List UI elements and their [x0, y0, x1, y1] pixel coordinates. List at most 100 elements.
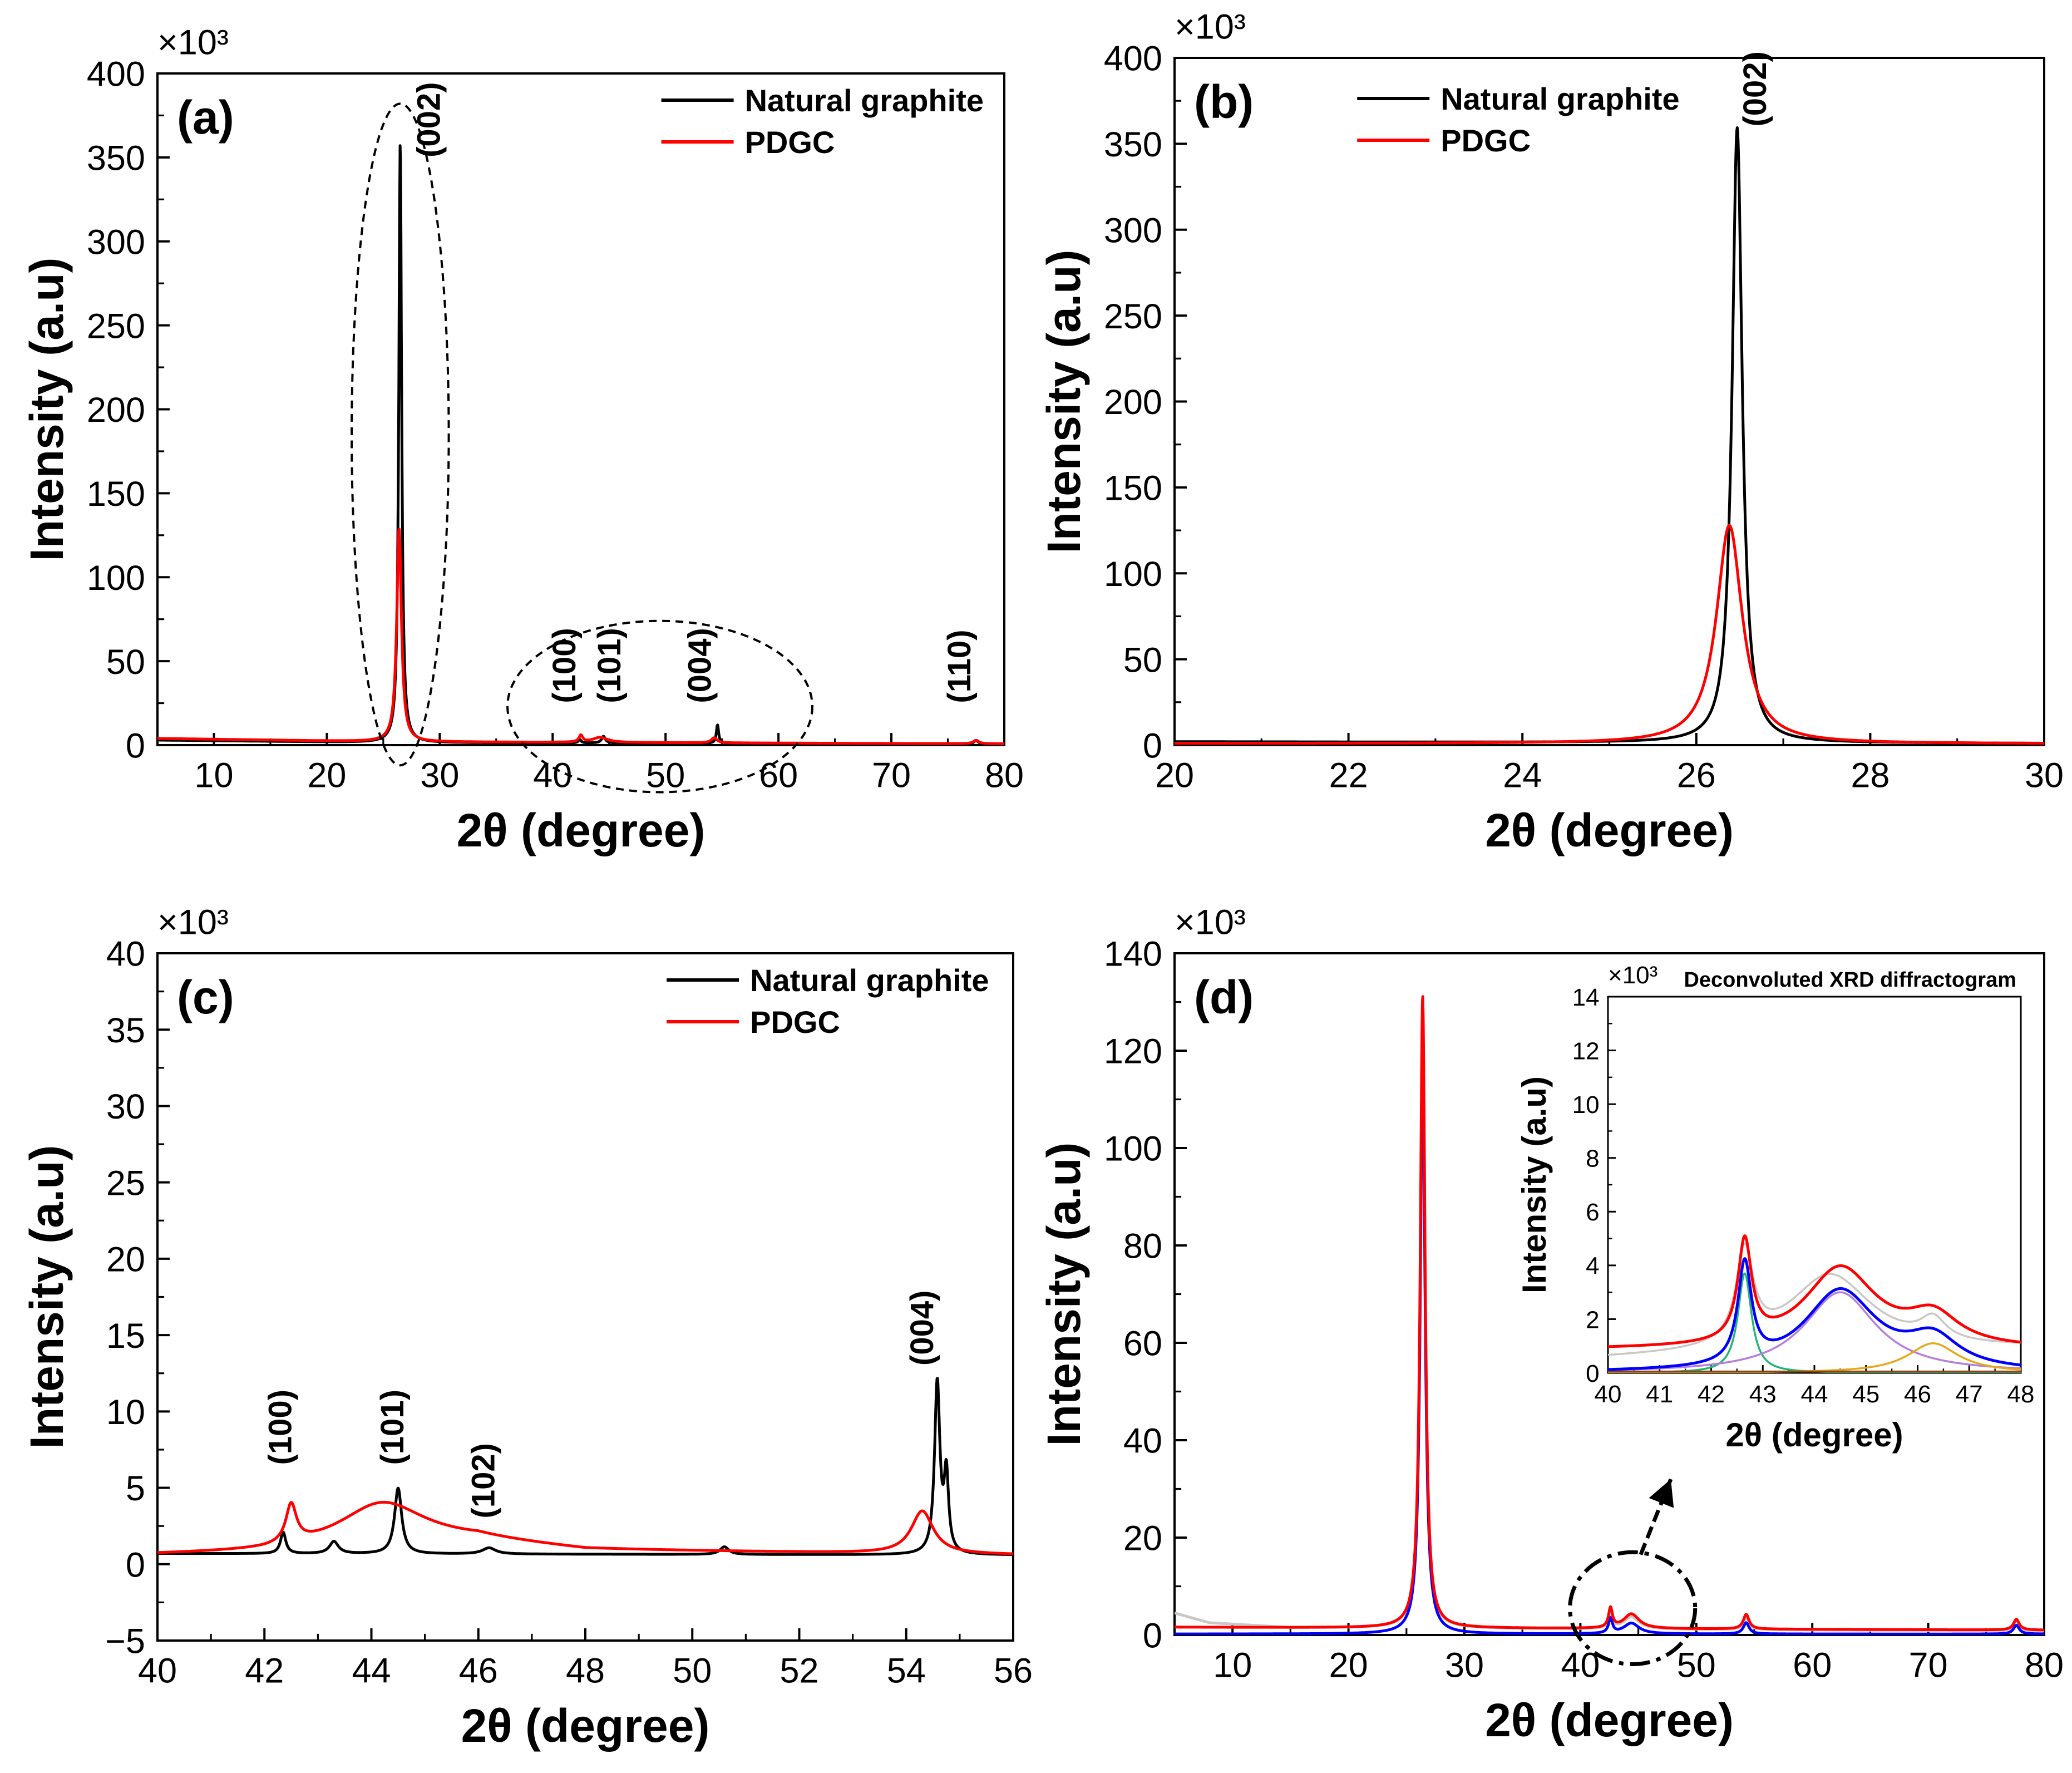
- panel-d-y-tick-label: 140: [1104, 935, 1162, 974]
- panel-b-legend-label-1: PDGC: [1440, 123, 1531, 158]
- panel-c-y-axis-title: Intensity (a.u): [21, 1145, 73, 1449]
- panel-a-y-axis-title: Intensity (a.u): [21, 257, 73, 561]
- panel-b-y-tick-label: 300: [1104, 211, 1162, 250]
- panel-a-peak-label: (002): [411, 82, 447, 157]
- inset-series-raw: [1608, 1242, 2021, 1356]
- inset-y-axis-title: Intensity (a.u): [1516, 1076, 1553, 1293]
- panel-b-x-tick-label: 24: [1503, 756, 1542, 795]
- panel-c-y-tick-label: 35: [106, 1011, 145, 1050]
- panel-d-zoom-arrowhead: [1649, 1479, 1674, 1508]
- panel-c-x-tick-label: 50: [673, 1652, 712, 1691]
- panel-d-plot-area: [1175, 995, 2044, 1635]
- panel-d-y-tick-label: 100: [1104, 1130, 1162, 1169]
- panel-b-series-natural-graphite: [1175, 126, 2044, 745]
- panel-c-legend-label-0: Natural graphite: [750, 963, 989, 998]
- panel-d-x-tick-label: 60: [1793, 1646, 1832, 1685]
- panel-b-y-tick-label: 200: [1104, 383, 1162, 422]
- panel-b-y-axis-title: Intensity (a.u): [1038, 249, 1090, 553]
- panel-a-x-tick-label: 70: [872, 756, 911, 795]
- panel-c-multiplier: ×10³: [157, 903, 229, 942]
- inset-x-tick-label: 41: [1646, 1381, 1673, 1408]
- panel-a-x-tick-label: 30: [420, 756, 459, 795]
- panel-c-x-tick-label: 44: [352, 1652, 391, 1691]
- panel-a-y-tick-label: 100: [87, 559, 145, 598]
- panel-b-frame: [1173, 57, 2045, 746]
- panel-c-y-tick-label: 5: [126, 1469, 145, 1508]
- panel-b-y-tick-label: 100: [1104, 555, 1162, 594]
- panel-a-peak-label: (101): [591, 628, 628, 703]
- panel-d-series-pdgc: [1175, 995, 2044, 1632]
- inset-series-pdgc: [1608, 1234, 2021, 1348]
- panel-c-label: (c): [177, 971, 234, 1023]
- panel-c-x-tick-label: 40: [138, 1652, 177, 1691]
- panel-b-label: (b): [1194, 76, 1254, 128]
- panel-a-y-tick-label: 0: [126, 727, 145, 766]
- panel-d-y-tick-label: 120: [1104, 1032, 1162, 1071]
- panel-b-x-tick-label: 30: [2025, 756, 2064, 795]
- panel-a-x-tick-label: 60: [759, 756, 798, 795]
- inset-x-tick-label: 44: [1801, 1381, 1828, 1408]
- inset-plot-area: [1608, 1234, 2021, 1373]
- panel-d-series-fit-total: [1175, 1059, 2044, 1635]
- panel-b-legend-label-0: Natural graphite: [1440, 81, 1679, 116]
- inset-series-fit-total: [1608, 1257, 2021, 1371]
- panel-a-y-tick-label: 400: [87, 55, 145, 94]
- panel-c-series-natural-graphite: [157, 1377, 1013, 1556]
- panel-c-y-tick-label: 25: [106, 1164, 145, 1203]
- panel-c-plot-area: [157, 1377, 1013, 1556]
- panel-d-y-tick-label: 80: [1123, 1227, 1162, 1266]
- inset-x-axis-title: 2θ (degree): [1725, 1416, 1903, 1454]
- panel-b-x-axis-title: 2θ (degree): [1485, 804, 1734, 856]
- panel-b-x-tick-label: 20: [1155, 756, 1194, 795]
- panel-c-x-axis-title: 2θ (degree): [461, 1700, 710, 1752]
- panel-a-frame: [156, 72, 1005, 746]
- panel-a-y-tick-label: 350: [87, 139, 145, 178]
- panel-c-peak-label: (102): [466, 1443, 502, 1518]
- inset-y-tick-label: 2: [1586, 1306, 1599, 1333]
- panel-d-zoom-arrow: [1639, 1478, 1673, 1555]
- panel-d-x-tick-label: 20: [1329, 1646, 1368, 1685]
- inset-x-tick-label: 43: [1749, 1381, 1777, 1408]
- panel-d-x-tick-label: 30: [1445, 1646, 1484, 1685]
- panel-b-x-tick-label: 26: [1677, 756, 1716, 795]
- panel-a-x-tick-label: 40: [533, 756, 572, 795]
- panel-c-x-tick-label: 42: [245, 1652, 284, 1691]
- panel-c-legend-label-1: PDGC: [750, 1004, 840, 1040]
- inset-x-tick-label: 46: [1904, 1381, 1931, 1408]
- inset-multiplier: ×10³: [1608, 962, 1657, 989]
- panel-a-y-tick-label: 250: [87, 307, 145, 346]
- inset-y-tick-label: 6: [1586, 1199, 1599, 1226]
- inset-y-tick-label: 10: [1572, 1091, 1600, 1119]
- panel-a-x-tick-label: 20: [307, 756, 346, 795]
- panel-b-y-tick-label: 150: [1104, 469, 1162, 508]
- panel-c-series-pdgc: [157, 1500, 1013, 1555]
- inset-x-tick-label: 45: [1852, 1381, 1879, 1408]
- panel-c-x-tick-label: 56: [994, 1652, 1033, 1691]
- panel-d-frame: [1173, 952, 2045, 1636]
- panel-d-x-tick-label: 80: [2025, 1646, 2064, 1685]
- panel-a-y-tick-label: 200: [87, 391, 145, 430]
- panel-a-multiplier: ×10³: [157, 23, 229, 62]
- inset-series-peak-2: [1608, 1291, 2021, 1371]
- panel-b-y-tick-label: 50: [1123, 641, 1162, 679]
- panel-d-y-axis-title: Intensity (a.u): [1038, 1142, 1090, 1446]
- panel-a-highlight-ellipse: [506, 619, 814, 794]
- panel-a-label: (a): [177, 91, 234, 144]
- panel-d-x-tick-label: 40: [1561, 1646, 1600, 1685]
- inset-y-tick-label: 0: [1586, 1360, 1599, 1387]
- panel-d-y-tick-label: 20: [1123, 1519, 1162, 1558]
- panel-c-y-tick-label: 10: [106, 1393, 145, 1432]
- panel-a-highlight-ellipse: [351, 102, 450, 767]
- panel-c-peak-label: (101): [374, 1390, 411, 1465]
- panel-a-y-tick-label: 300: [87, 223, 145, 262]
- panel-d-label: (d): [1194, 971, 1254, 1023]
- panel-a: 10 20 30 40 50 60 70 80 0 50 100 150 200 250 300 350 400…: [21, 23, 1024, 856]
- panel-c-peak-label: (100): [262, 1390, 298, 1465]
- panel-a-peak-label: (110): [941, 629, 978, 703]
- panel-d-y-tick-label: 60: [1123, 1324, 1162, 1363]
- panel-d-y-tick-label: 0: [1143, 1617, 1162, 1656]
- panel-a-y-tick-label: 50: [106, 643, 145, 682]
- panel-d-x-tick-label: 50: [1677, 1646, 1716, 1685]
